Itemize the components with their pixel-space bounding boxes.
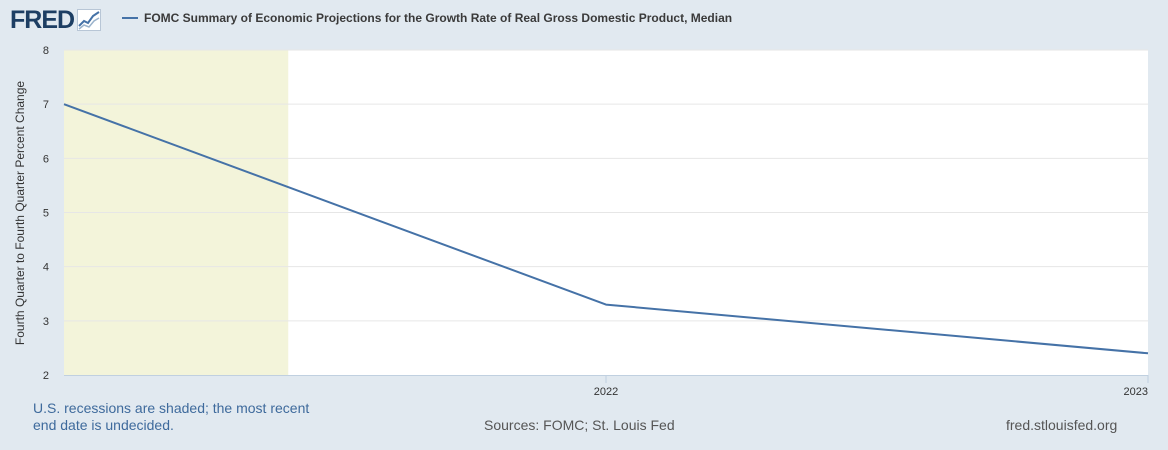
- x-tick-label: 2022: [594, 386, 618, 398]
- fred-logo-text: FRED: [10, 6, 75, 34]
- y-tick-label: 3: [43, 316, 49, 328]
- x-tick-label: 2023: [1124, 386, 1148, 398]
- chart-line-icon: [77, 9, 102, 31]
- legend-swatch: [122, 17, 138, 19]
- chart-header: FRED FOMC Summary of Economic Projection…: [0, 0, 1168, 40]
- y-tick-label: 4: [43, 262, 49, 274]
- y-tick-label: 6: [43, 153, 49, 165]
- y-tick-label: 5: [43, 208, 49, 220]
- legend-label: FOMC Summary of Economic Projections for…: [144, 11, 733, 25]
- legend: FOMC Summary of Economic Projections for…: [122, 11, 732, 25]
- fred-logo[interactable]: FRED: [10, 6, 102, 34]
- y-tick-label: 7: [43, 99, 49, 111]
- recession-note: U.S. recessions are shaded; the most rec…: [33, 400, 310, 433]
- y-tick-label: 2: [43, 370, 49, 382]
- series-line: [63, 103, 1149, 355]
- sources-text: Sources: FOMC; St. Louis Fed: [484, 417, 675, 433]
- site-link[interactable]: fred.stlouisfed.org: [1006, 417, 1118, 433]
- y-tick-label: 8: [43, 45, 49, 57]
